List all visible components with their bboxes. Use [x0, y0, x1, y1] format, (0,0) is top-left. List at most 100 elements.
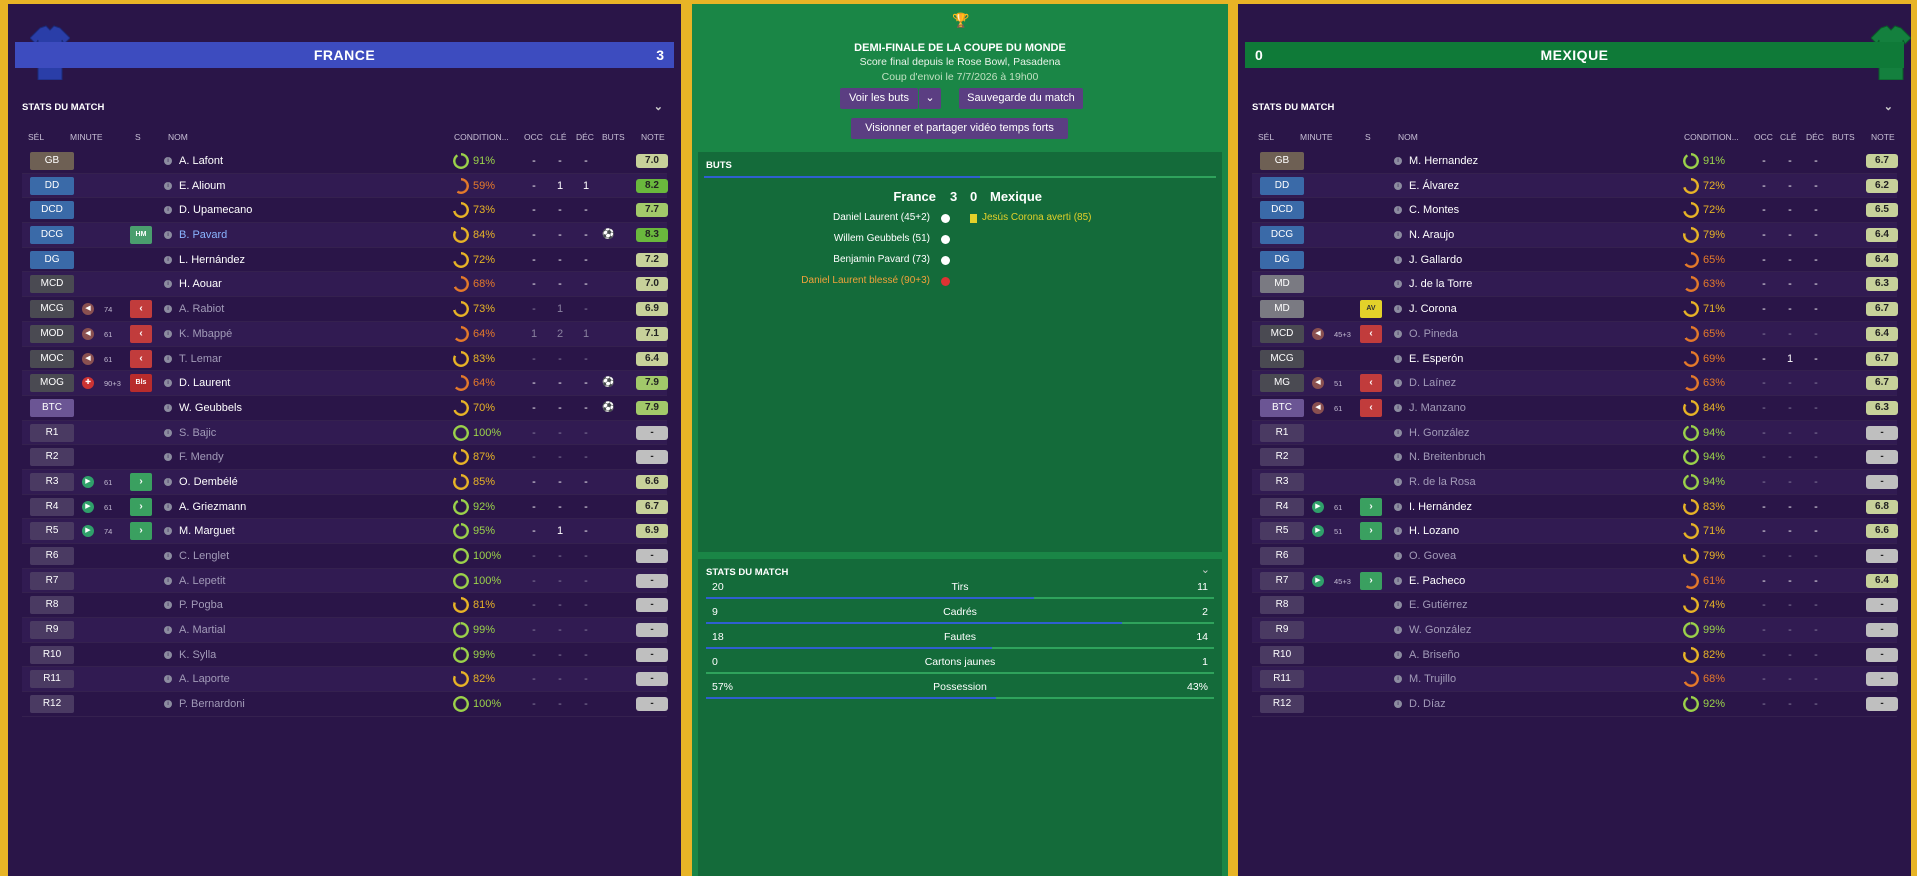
position-badge[interactable]: MG — [1260, 374, 1304, 393]
info-icon[interactable]: i — [164, 231, 172, 240]
player-name[interactable]: N. Breitenbruch — [1409, 451, 1486, 464]
position-badge[interactable]: DG — [30, 250, 74, 269]
player-name[interactable]: A. Lepetit — [179, 574, 226, 587]
position-badge[interactable]: BTC — [30, 398, 74, 417]
player-name[interactable]: K. Mbappé — [179, 327, 233, 340]
position-badge[interactable]: R7 — [1260, 571, 1304, 590]
table-row[interactable]: R5 ▶ 74 › i M. Marguet 95% - 1 - 6.9 — [22, 519, 668, 544]
table-row[interactable]: GB i M. Hernandez 91% - - - 6.7 — [1252, 149, 1898, 174]
col-dec[interactable]: DÉC — [576, 132, 594, 142]
table-row[interactable]: MCD i H. Aouar 68% - - - 7.0 — [22, 272, 668, 298]
player-name[interactable]: J. Manzano — [1409, 401, 1466, 414]
player-name[interactable]: K. Sylla — [179, 648, 217, 661]
info-icon[interactable]: i — [164, 601, 172, 610]
info-icon[interactable]: i — [1394, 181, 1402, 190]
info-icon[interactable]: i — [164, 700, 172, 709]
table-row[interactable]: R12 i P. Bernardoni 100% - - - - — [22, 692, 668, 717]
position-badge[interactable]: R9 — [30, 621, 74, 640]
position-badge[interactable]: R9 — [1260, 621, 1304, 640]
col-s[interactable]: S — [135, 132, 141, 142]
position-badge[interactable]: MCD — [1260, 324, 1304, 343]
player-name[interactable]: A. Lafont — [179, 155, 224, 167]
player-name[interactable]: A. Griezmann — [179, 500, 247, 513]
col-dec[interactable]: DÉC — [1806, 132, 1824, 142]
table-row[interactable]: GB i A. Lafont 91% - - - 7.0 — [22, 149, 668, 174]
position-badge[interactable]: R10 — [30, 645, 74, 664]
player-name[interactable]: E. Pacheco — [1409, 574, 1466, 587]
position-badge[interactable]: MCG — [30, 300, 74, 319]
table-row[interactable]: MCD ◀ 45+3 ‹ i O. Pineda 65% - - - 6.4 — [1252, 321, 1898, 347]
table-row[interactable]: R11 i A. Laporte 82% - - - - — [22, 667, 668, 693]
info-icon[interactable]: i — [164, 403, 172, 412]
player-name[interactable]: E. Alioum — [179, 179, 226, 192]
col-occ[interactable]: OCC — [1754, 132, 1773, 142]
position-badge[interactable]: R3 — [1260, 472, 1304, 491]
info-icon[interactable]: i — [1394, 403, 1402, 412]
col-cond[interactable]: CONDITION... — [1684, 132, 1739, 142]
player-name[interactable]: A. Laporte — [179, 673, 230, 686]
col-cle[interactable]: CLÉ — [1780, 132, 1797, 142]
player-name[interactable]: W. Geubbels — [179, 401, 242, 414]
info-icon[interactable]: i — [164, 675, 172, 684]
info-icon[interactable]: i — [164, 354, 172, 363]
player-name[interactable]: O. Dembélé — [179, 475, 238, 488]
player-name[interactable]: F. Mendy — [179, 451, 224, 464]
sub-in-button[interactable]: › — [130, 472, 152, 491]
player-name[interactable]: A. Briseño — [1409, 648, 1460, 661]
table-row[interactable]: MOC ◀ 61 ‹ i T. Lemar 83% - - - 6.4 — [22, 347, 668, 372]
player-name[interactable]: B. Pavard — [179, 229, 228, 242]
table-row[interactable]: MCG i E. Esperón 69% - 1 - 6.7 — [1252, 347, 1898, 372]
col-s[interactable]: S — [1365, 132, 1371, 142]
table-row[interactable]: R1 i H. González 94% - - - - — [1252, 420, 1898, 446]
col-buts[interactable]: BUTS — [602, 132, 625, 142]
position-badge[interactable]: DCD — [30, 201, 74, 220]
position-badge[interactable]: BTC — [1260, 398, 1304, 417]
info-icon[interactable]: i — [1394, 502, 1402, 511]
table-row[interactable]: R6 i O. Govea 79% - - - - — [1252, 544, 1898, 569]
col-cond[interactable]: CONDITION... — [454, 132, 509, 142]
position-badge[interactable]: DD — [1260, 176, 1304, 195]
sub-in-button[interactable]: › — [1360, 571, 1382, 590]
position-badge[interactable]: R2 — [30, 448, 74, 467]
col-note[interactable]: NOTE — [641, 132, 665, 142]
save-match-button[interactable]: Sauvegarde du match — [959, 88, 1083, 109]
player-name[interactable]: E. Álvarez — [1409, 179, 1460, 192]
table-row[interactable]: R1 i S. Bajic 100% - - - - — [22, 420, 668, 446]
table-row[interactable]: R11 i M. Trujillo 68% - - - - — [1252, 667, 1898, 693]
table-row[interactable]: MD i J. de la Torre 63% - - - 6.3 — [1252, 272, 1898, 298]
sub-in-button[interactable]: › — [130, 497, 152, 516]
info-icon[interactable]: i — [1394, 700, 1402, 709]
player-name[interactable]: J. Gallardo — [1409, 253, 1463, 266]
info-icon[interactable]: i — [1394, 552, 1402, 560]
player-name[interactable]: A. Martial — [179, 624, 226, 637]
position-badge[interactable]: MOD — [30, 324, 74, 343]
player-name[interactable]: N. Araujo — [1409, 229, 1455, 242]
table-row[interactable]: R5 ▶ 51 › i H. Lozano 71% - - - 6.6 — [1252, 519, 1898, 544]
player-name[interactable]: A. Rabiot — [179, 303, 225, 316]
table-row[interactable]: DD i E. Alioum 59% - 1 1 8.2 — [22, 173, 668, 199]
info-icon[interactable]: i — [1394, 379, 1402, 388]
player-name[interactable]: R. de la Rosa — [1409, 475, 1476, 488]
info-icon[interactable]: i — [164, 428, 172, 437]
position-badge[interactable]: R6 — [1260, 547, 1304, 565]
info-icon[interactable]: i — [164, 305, 172, 314]
col-sel[interactable]: SÉL — [1258, 132, 1275, 142]
info-icon[interactable]: i — [164, 552, 172, 560]
player-name[interactable]: E. Gutiérrez — [1409, 599, 1468, 612]
info-icon[interactable]: i — [164, 650, 172, 659]
position-badge[interactable]: R2 — [1260, 448, 1304, 467]
table-row[interactable]: R8 i E. Gutiérrez 74% - - - - — [1252, 593, 1898, 619]
position-badge[interactable]: R11 — [30, 670, 74, 689]
sub-out-button[interactable]: ‹ — [1360, 324, 1382, 343]
player-name[interactable]: M. Marguet — [179, 525, 235, 538]
player-name[interactable]: O. Govea — [1409, 550, 1457, 562]
table-row[interactable]: DCG i N. Araujo 79% - - - 6.4 — [1252, 223, 1898, 248]
table-row[interactable]: BTC ◀ 61 ‹ i J. Manzano 84% - - - 6.3 — [1252, 396, 1898, 421]
table-row[interactable]: DCG HM i B. Pavard 84% - - - ⚽ 8.3 — [22, 223, 668, 248]
stats-header[interactable]: STATS DU MATCH ⌄ — [22, 101, 663, 113]
position-badge[interactable]: R7 — [30, 571, 74, 590]
stats-header[interactable]: STATS DU MATCH ⌄ — [1252, 101, 1893, 113]
position-badge[interactable]: MCD — [30, 275, 74, 294]
info-icon[interactable]: i — [164, 626, 172, 635]
col-minute[interactable]: MINUTE — [1300, 132, 1333, 142]
